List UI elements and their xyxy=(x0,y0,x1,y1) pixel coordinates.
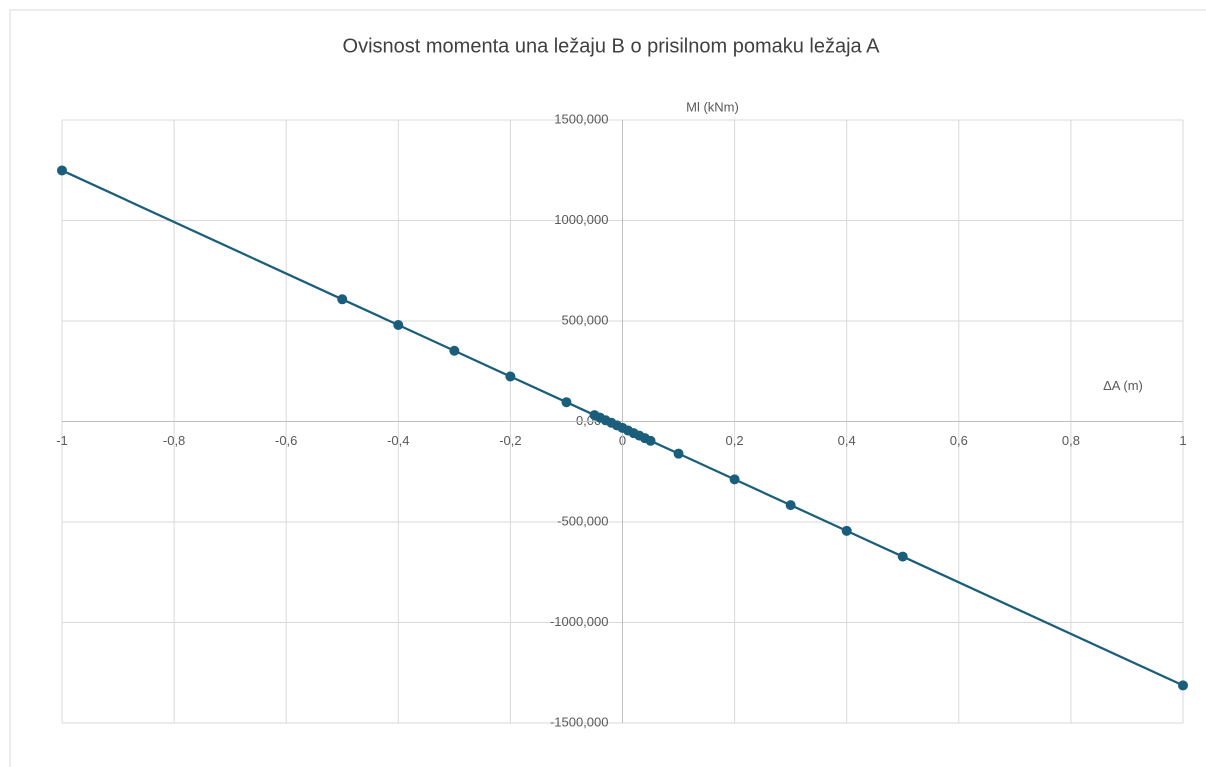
y-tick-label: -1500,000 xyxy=(550,714,609,729)
y-tick-label: -1000,000 xyxy=(550,614,609,629)
x-tick-label: 0,4 xyxy=(838,433,856,448)
data-point xyxy=(1178,680,1188,691)
data-point xyxy=(841,525,852,536)
x-tick-label: -1 xyxy=(56,433,68,448)
x-tick-label: 1 xyxy=(1179,433,1186,448)
data-point xyxy=(449,345,460,356)
data-point xyxy=(645,435,656,446)
data-point xyxy=(505,371,516,382)
data-point xyxy=(785,500,796,511)
y-tick-label: 1500,000 xyxy=(554,111,608,126)
y-tick-label: -500,000 xyxy=(557,513,608,528)
x-tick-label: 0,8 xyxy=(1062,433,1080,448)
data-point xyxy=(393,320,404,331)
x-axis-label: ΔA (m) xyxy=(1103,378,1143,393)
data-point xyxy=(673,448,684,459)
y-tick-label: 1000,000 xyxy=(554,212,608,227)
data-point xyxy=(729,474,740,485)
x-tick-label: -0,6 xyxy=(275,433,297,448)
x-tick-label: -0,4 xyxy=(387,433,409,448)
data-point xyxy=(561,397,572,408)
data-point xyxy=(57,165,67,176)
y-tick-label: 500,000 xyxy=(562,312,609,327)
x-tick-label: 0,2 xyxy=(726,433,744,448)
data-point xyxy=(897,551,908,562)
x-tick-label: -0,2 xyxy=(499,433,521,448)
x-tick-label: 0,6 xyxy=(950,433,968,448)
chart-title: Ovisnost momenta una ležaju B o prisilno… xyxy=(343,35,881,57)
y-axis-label: Ml (kNm) xyxy=(686,99,739,114)
x-tick-label: -0,8 xyxy=(163,433,185,448)
data-point xyxy=(337,294,348,305)
chart-border xyxy=(9,9,1206,767)
